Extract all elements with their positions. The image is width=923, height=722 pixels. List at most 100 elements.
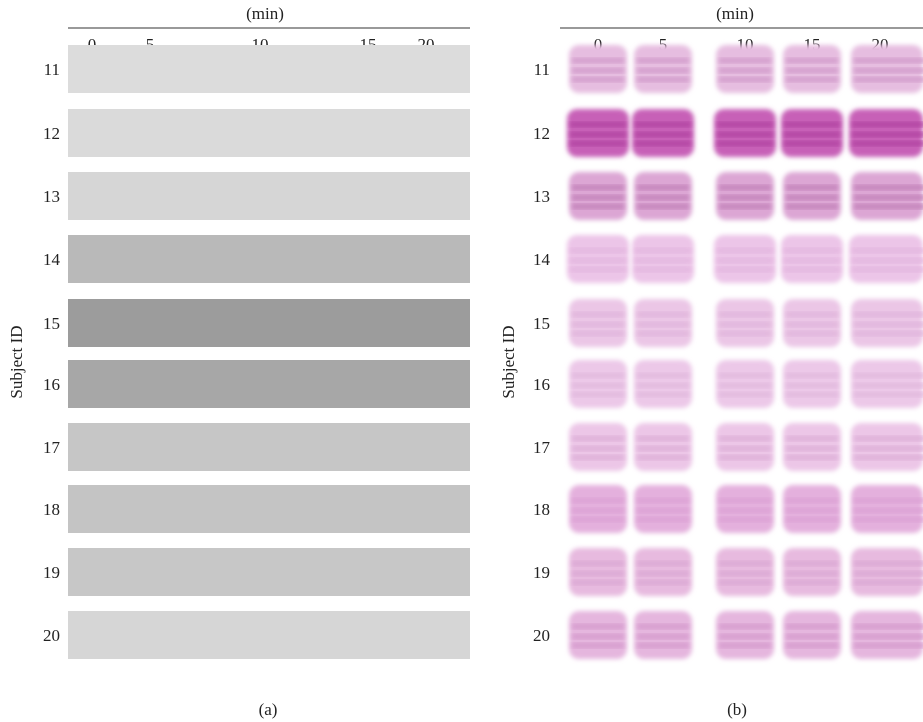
blot-band [572, 58, 624, 63]
blot-band [719, 436, 771, 441]
blot-band [852, 132, 923, 137]
blot-band [570, 258, 626, 263]
blot-band [717, 258, 773, 263]
blot-band [784, 141, 840, 146]
blot-band [572, 508, 624, 513]
subject-label: 14 [43, 250, 61, 269]
blot-band [637, 322, 689, 327]
blot-band [572, 383, 624, 388]
blot-band [570, 141, 626, 146]
blot-band [572, 68, 624, 73]
blot-band [786, 331, 838, 336]
blot-band [786, 498, 838, 503]
blot-band [719, 58, 771, 63]
blot-strip [68, 423, 470, 471]
subject-label: 19 [43, 563, 60, 582]
blot-band [854, 643, 923, 648]
blot-band [717, 122, 773, 127]
blot-band [719, 312, 771, 317]
blot-band [719, 508, 771, 513]
blot-band [637, 643, 689, 648]
blot-band [852, 122, 923, 127]
blot-band [635, 258, 691, 263]
subject-label: 18 [43, 500, 60, 519]
blot-band [637, 498, 689, 503]
blot-band [572, 77, 624, 82]
blot-band [719, 68, 771, 73]
blot-band [637, 455, 689, 460]
blot-band [637, 436, 689, 441]
blot-band [635, 267, 691, 272]
blot-band [786, 322, 838, 327]
blot-band [784, 258, 840, 263]
subject-label: 11 [534, 60, 550, 79]
blot-band [719, 373, 771, 378]
blot-band [786, 580, 838, 585]
blot-band [786, 185, 838, 190]
blot-band [786, 204, 838, 209]
subject-label: 17 [43, 438, 61, 457]
subject-label: 15 [533, 314, 550, 333]
blot-band [572, 498, 624, 503]
blot-band [719, 517, 771, 522]
subject-label: 20 [43, 626, 60, 645]
blot-band [637, 195, 689, 200]
blot-band [854, 436, 923, 441]
blot-band [786, 68, 838, 73]
blot-band [854, 446, 923, 451]
blot-strip [68, 109, 470, 157]
blot-band [572, 373, 624, 378]
blot-band [572, 446, 624, 451]
blot-band [854, 580, 923, 585]
blot-band [784, 122, 840, 127]
blot-band [854, 455, 923, 460]
blot-band [719, 331, 771, 336]
blot-band [637, 580, 689, 585]
blot-band [719, 643, 771, 648]
blot-band [717, 141, 773, 146]
y-axis-label: Subject ID [499, 325, 518, 398]
blot-band [719, 322, 771, 327]
blot-band [572, 185, 624, 190]
column-header: (min) [716, 4, 754, 23]
blot-band [784, 248, 840, 253]
subject-label: 17 [533, 438, 551, 457]
blot-band [717, 267, 773, 272]
blot-band [637, 383, 689, 388]
blot-band [635, 132, 691, 137]
blot-band [719, 185, 771, 190]
blot-band [786, 58, 838, 63]
blot-band [719, 634, 771, 639]
blot-band [637, 331, 689, 336]
blot-band [854, 185, 923, 190]
blot-band [854, 373, 923, 378]
blot-band [637, 561, 689, 566]
blot-band [854, 77, 923, 82]
subject-label: 12 [43, 124, 60, 143]
blot-band [570, 122, 626, 127]
subject-label: 13 [533, 187, 550, 206]
subject-label: 18 [533, 500, 550, 519]
blot-band [717, 132, 773, 137]
blot-band [854, 58, 923, 63]
subject-label: 16 [533, 375, 550, 394]
blot-band [786, 634, 838, 639]
blot-band [570, 267, 626, 272]
subject-label: 15 [43, 314, 60, 333]
blot-band [786, 571, 838, 576]
blot-band [854, 624, 923, 629]
blot-strip [68, 548, 470, 596]
panel-caption: (a) [259, 700, 278, 719]
blot-band [786, 195, 838, 200]
blot-strip [68, 360, 470, 408]
blot-band [719, 383, 771, 388]
blot-band [719, 571, 771, 576]
blot-band [635, 141, 691, 146]
panel-caption: (b) [727, 700, 747, 719]
blot-strip [68, 485, 470, 533]
blot-band [637, 58, 689, 63]
blot-band [719, 446, 771, 451]
blot-band [637, 312, 689, 317]
blot-band [784, 267, 840, 272]
